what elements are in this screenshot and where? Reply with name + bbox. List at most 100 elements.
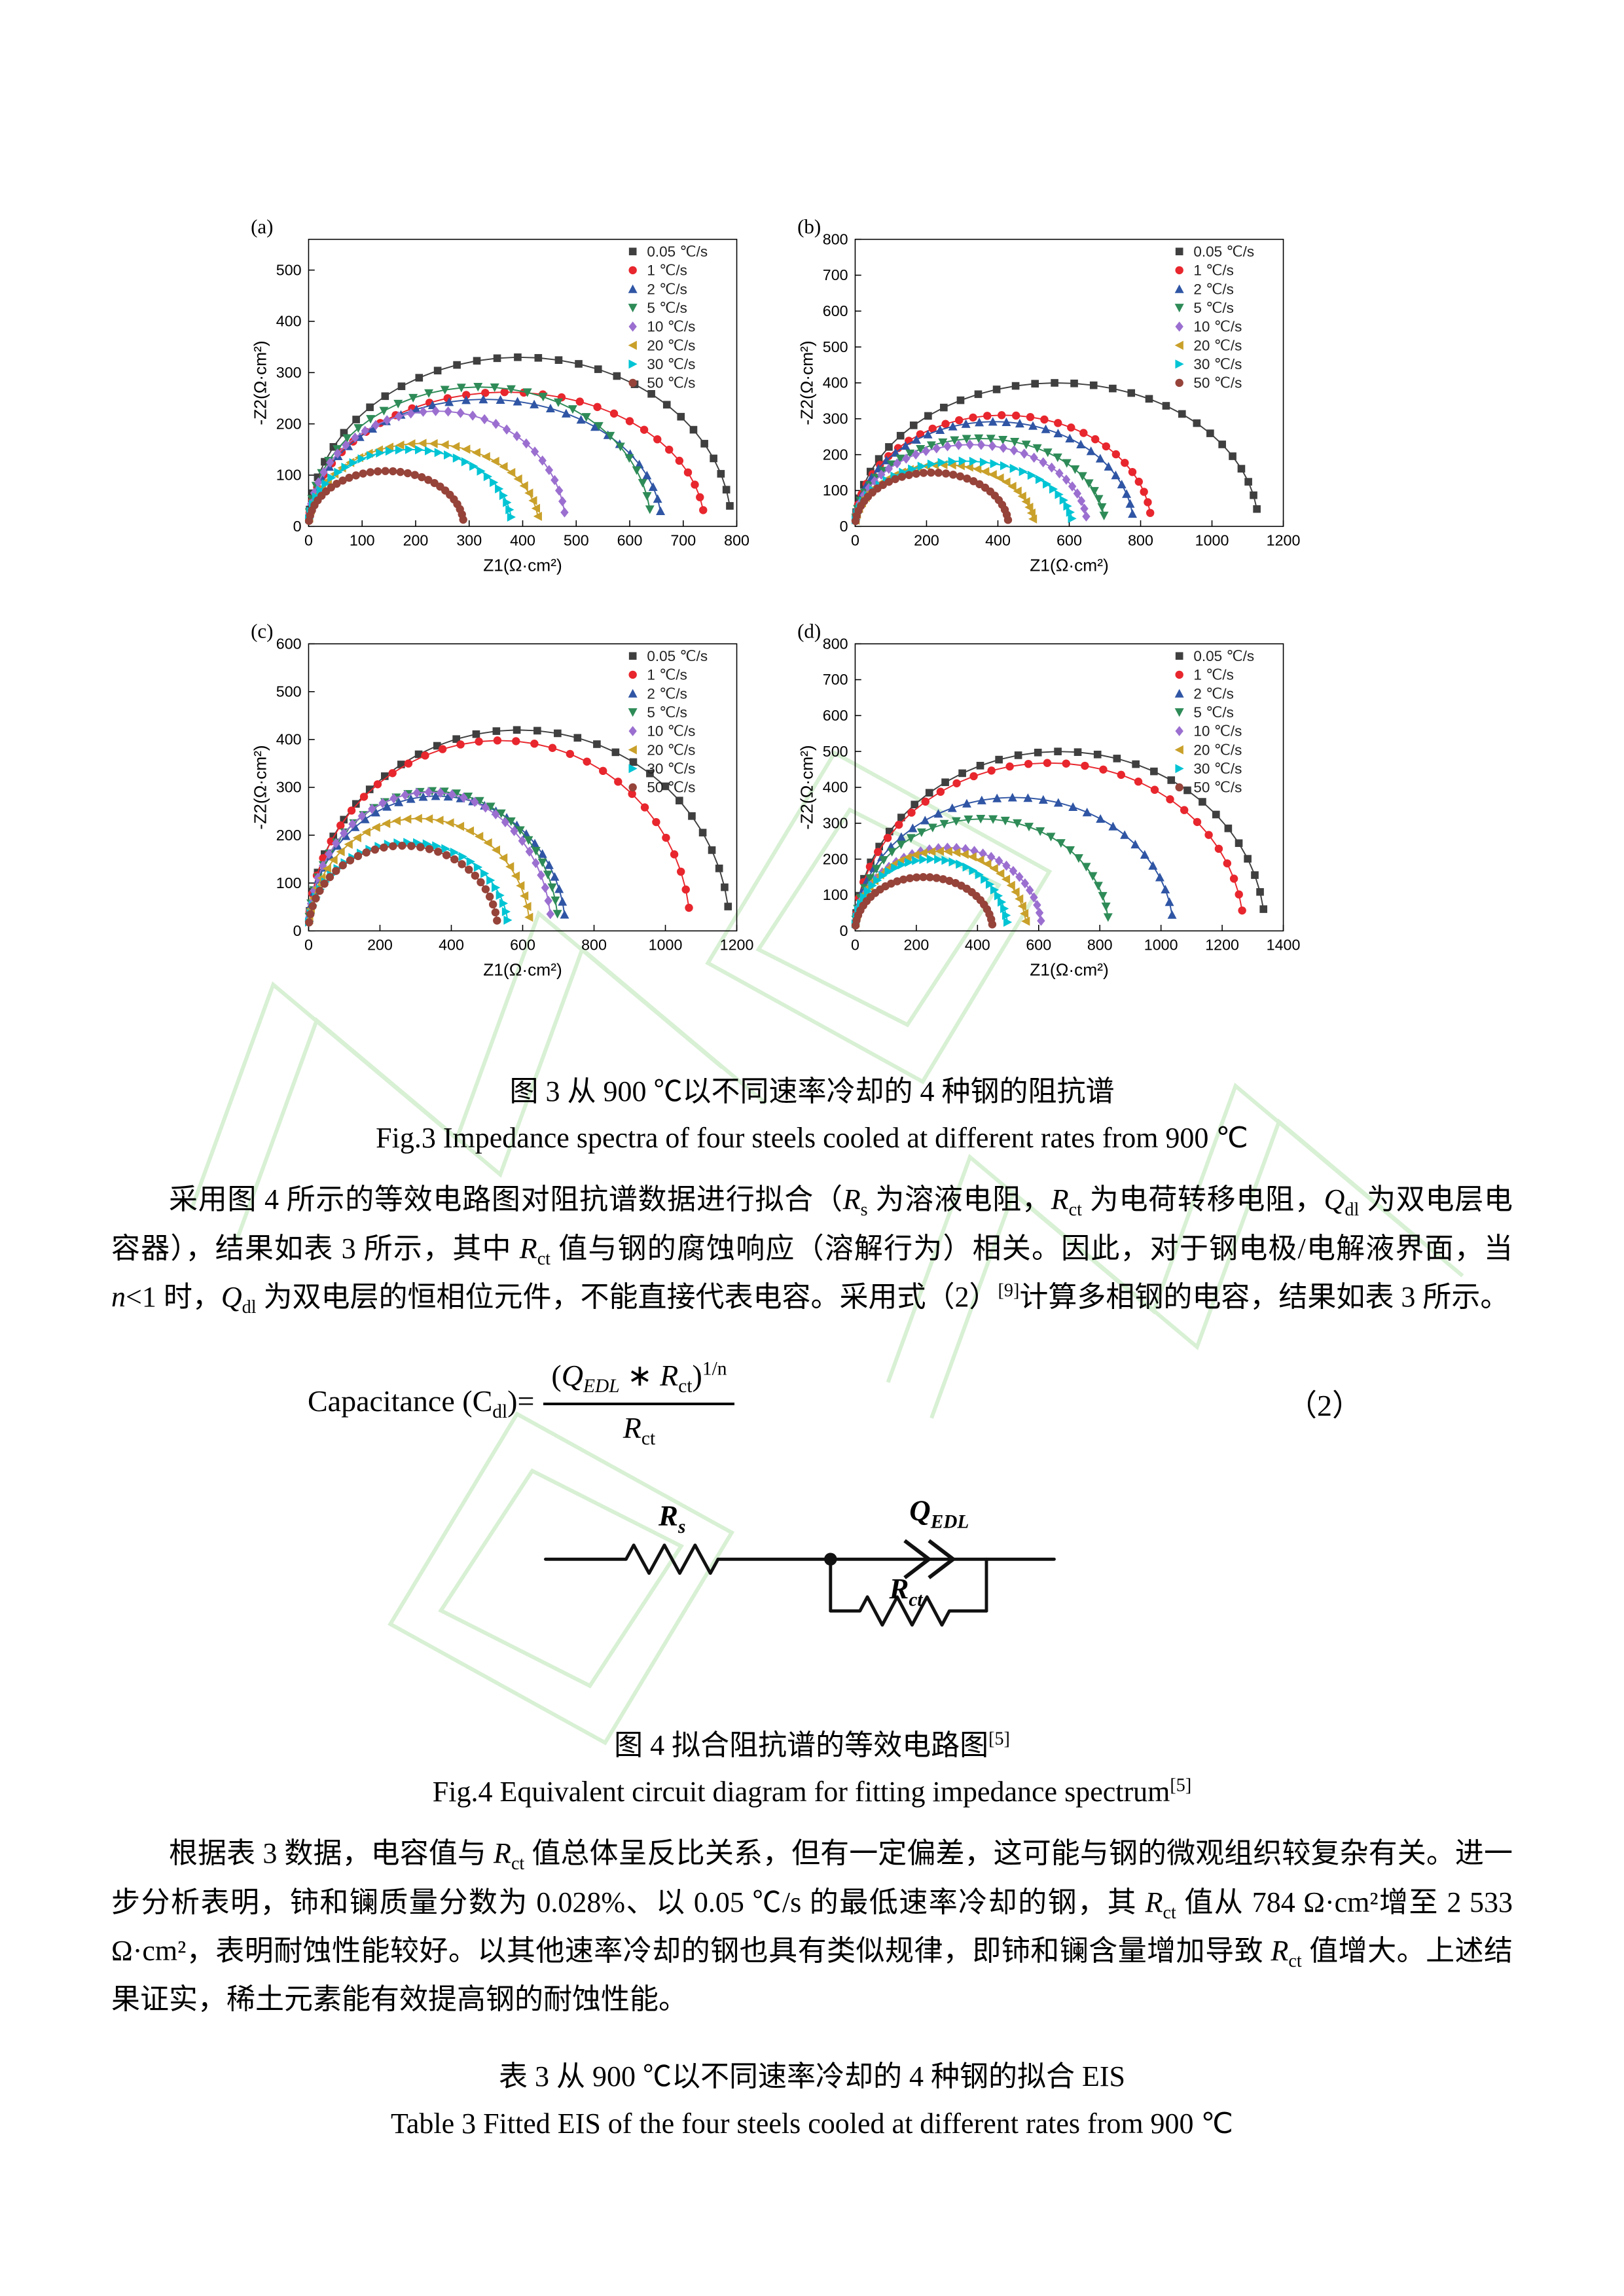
svg-text:50 ℃/s: 50 ℃/s xyxy=(1193,779,1242,795)
svg-text:0: 0 xyxy=(851,532,859,549)
series-1 ℃/s xyxy=(305,736,693,916)
svg-text:30 ℃/s: 30 ℃/s xyxy=(647,356,695,372)
svg-text:600: 600 xyxy=(1056,532,1082,549)
legend: 0.05 ℃/s 1 ℃/s 2 ℃/s 5 ℃/s 10 ℃/s 20 ℃/s 30 ℃/… xyxy=(1174,648,1254,795)
svg-text:200: 200 xyxy=(367,937,393,954)
svg-text:400: 400 xyxy=(276,313,302,330)
svg-text:1400: 1400 xyxy=(1267,937,1301,954)
svg-text:300: 300 xyxy=(276,778,302,795)
svg-text:500: 500 xyxy=(276,261,302,278)
table3-caption-cn: 表 3 从 900 ℃以不同速率冷却的 4 种钢的拟合 EIS xyxy=(499,2060,1125,2092)
label-qedl: QEDL xyxy=(909,1494,969,1533)
svg-text:200: 200 xyxy=(823,850,848,867)
svg-text:800: 800 xyxy=(823,230,848,247)
svg-text:0.05 ℃/s: 0.05 ℃/s xyxy=(647,243,708,260)
x-axis-label: Z1(Ω·cm²) xyxy=(1030,556,1109,575)
nyquist-plot-(d): 0 200 400 600 800 1000 1200 1400 0 100 200 300 400 50… xyxy=(797,619,1301,979)
svg-text:600: 600 xyxy=(1026,937,1051,954)
panel-label: (a) xyxy=(251,216,273,238)
svg-text:500: 500 xyxy=(276,683,302,700)
svg-text:50 ℃/s: 50 ℃/s xyxy=(647,375,695,391)
svg-text:10 ℃/s: 10 ℃/s xyxy=(647,319,695,335)
page-content: 0 100 200 300 400 500 600 700 800 0 100 200 300 400 50… xyxy=(111,215,1513,2144)
body-paragraph-2: 根据表 3 数据，电容值与 Rct 值总体呈反比关系，但有一定偏差，这可能与钢的… xyxy=(111,1837,1513,2016)
svg-text:2 ℃/s: 2 ℃/s xyxy=(1193,685,1233,702)
svg-text:1000: 1000 xyxy=(649,937,683,954)
svg-text:800: 800 xyxy=(581,937,607,954)
svg-text:300: 300 xyxy=(823,814,848,831)
svg-text:800: 800 xyxy=(1128,532,1153,549)
svg-text:500: 500 xyxy=(823,338,848,355)
svg-text:0.05 ℃/s: 0.05 ℃/s xyxy=(647,648,708,664)
nyquist-plot-(b): 0 200 400 600 800 1000 1200 0 100 200 300 400 500 600… xyxy=(797,215,1300,575)
y-axis-label: -Z2(Ω·cm²) xyxy=(797,745,816,829)
svg-text:800: 800 xyxy=(1087,937,1113,954)
svg-text:1 ℃/s: 1 ℃/s xyxy=(1193,262,1233,279)
figure-3: 0 100 200 300 400 500 600 700 800 0 100 200 300 400 50… xyxy=(249,215,1303,1014)
series-50 ℃/s xyxy=(851,468,1013,526)
equation-fraction: (QEDL ∗ Rct)1/n Rct xyxy=(543,1357,735,1450)
circuit-svg: Rs QEDL Rct xyxy=(543,1494,1056,1627)
svg-text:1 ℃/s: 1 ℃/s xyxy=(647,262,687,279)
svg-text:1 ℃/s: 1 ℃/s xyxy=(1193,666,1233,683)
svg-text:200: 200 xyxy=(276,827,302,844)
svg-text:200: 200 xyxy=(403,532,429,549)
svg-text:100: 100 xyxy=(350,532,375,549)
svg-text:400: 400 xyxy=(985,532,1011,549)
svg-text:50 ℃/s: 50 ℃/s xyxy=(1193,375,1242,391)
series-2 ℃/s xyxy=(851,793,1177,922)
svg-text:2 ℃/s: 2 ℃/s xyxy=(1193,281,1233,297)
svg-text:0: 0 xyxy=(293,922,302,939)
svg-text:2 ℃/s: 2 ℃/s xyxy=(647,685,687,702)
svg-text:20 ℃/s: 20 ℃/s xyxy=(647,337,695,353)
svg-text:700: 700 xyxy=(823,671,848,688)
svg-text:0: 0 xyxy=(851,937,859,954)
nyquist-plot-(a): 0 100 200 300 400 500 600 700 800 0 100 200 300 400 50… xyxy=(250,215,749,575)
axes: 0 100 200 300 400 500 600 700 800 0 100 200 300 400 50… xyxy=(250,261,749,575)
svg-text:200: 200 xyxy=(903,937,929,954)
equation-denominator: Rct xyxy=(623,1410,656,1449)
svg-text:0: 0 xyxy=(304,532,313,549)
series-0.05 ℃/s xyxy=(306,726,732,915)
svg-text:5 ℃/s: 5 ℃/s xyxy=(647,704,687,721)
svg-text:800: 800 xyxy=(724,532,749,549)
figure4-caption-cn: 图 4 拟合阻抗谱的等效电路图[5] xyxy=(614,1728,1010,1761)
svg-text:100: 100 xyxy=(823,482,848,499)
series-50 ℃/s xyxy=(304,841,501,927)
svg-text:1200: 1200 xyxy=(1205,937,1239,954)
svg-text:30 ℃/s: 30 ℃/s xyxy=(1193,356,1242,372)
svg-text:700: 700 xyxy=(670,532,696,549)
nyquist-chart-d: 0 200 400 600 800 1000 1200 1400 0 100 200 300 400 50… xyxy=(795,619,1303,1014)
equation-lhs: Capacitance (Cdl)= xyxy=(308,1384,535,1423)
svg-text:1000: 1000 xyxy=(1144,937,1178,954)
svg-text:600: 600 xyxy=(823,707,848,724)
svg-text:0: 0 xyxy=(840,518,848,535)
svg-text:600: 600 xyxy=(276,635,302,652)
svg-text:100: 100 xyxy=(276,874,302,891)
svg-text:400: 400 xyxy=(823,778,848,795)
x-axis-label: Z1(Ω·cm²) xyxy=(483,556,562,575)
panel-label: (b) xyxy=(797,216,821,238)
svg-text:20 ℃/s: 20 ℃/s xyxy=(647,742,695,758)
y-axis-label: -Z2(Ω·cm²) xyxy=(250,340,270,425)
table3-caption-en: Table 3 Fitted EIS of the four steels co… xyxy=(391,2107,1233,2140)
svg-text:500: 500 xyxy=(564,532,589,549)
nyquist-chart-a: 0 100 200 300 400 500 600 700 800 0 100 200 300 400 50… xyxy=(249,215,756,610)
equation-2: Capacitance (Cdl)= (QEDL ∗ Rct)1/n Rct （… xyxy=(308,1351,1513,1456)
svg-text:400: 400 xyxy=(510,532,535,549)
plot-box xyxy=(854,643,1284,931)
y-axis-label: -Z2(Ω·cm²) xyxy=(797,340,816,425)
svg-text:0: 0 xyxy=(293,518,302,535)
legend: 0.05 ℃/s 1 ℃/s 2 ℃/s 5 ℃/s 10 ℃/s 20 ℃/s 30 ℃/… xyxy=(628,243,708,391)
svg-text:100: 100 xyxy=(276,467,302,484)
svg-text:400: 400 xyxy=(823,374,848,391)
svg-text:300: 300 xyxy=(456,532,482,549)
svg-text:400: 400 xyxy=(439,937,464,954)
svg-text:500: 500 xyxy=(823,743,848,760)
svg-text:600: 600 xyxy=(823,302,848,319)
svg-text:1 ℃/s: 1 ℃/s xyxy=(647,666,687,683)
svg-text:5 ℃/s: 5 ℃/s xyxy=(647,300,687,316)
svg-text:600: 600 xyxy=(617,532,643,549)
svg-text:200: 200 xyxy=(914,532,939,549)
equation-numerator: (QEDL ∗ Rct)1/n xyxy=(543,1357,735,1405)
